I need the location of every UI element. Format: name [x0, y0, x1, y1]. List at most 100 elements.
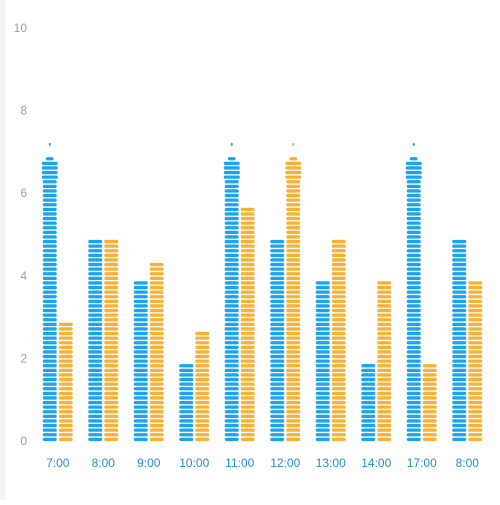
bar-segment — [468, 377, 483, 382]
bar-segment — [195, 405, 210, 409]
bar-segment — [88, 322, 103, 326]
bar-segment — [406, 230, 421, 234]
bar-segment — [58, 433, 73, 437]
bar-segment — [468, 419, 483, 423]
bar-segment — [133, 382, 148, 386]
bar-segment — [452, 262, 467, 267]
bar-segment — [88, 276, 103, 280]
bar-segment — [104, 249, 119, 253]
bar-segment — [331, 391, 346, 395]
bar — [452, 239, 467, 441]
bar-segment — [405, 175, 422, 179]
bar-segment — [422, 437, 437, 441]
bar-segment — [331, 423, 346, 428]
bar-segment — [42, 281, 57, 285]
bar-segment — [149, 428, 164, 432]
bar-segment — [270, 350, 285, 354]
bar-segment — [240, 226, 255, 230]
bar-segment — [270, 391, 285, 395]
bar-segment — [315, 437, 330, 441]
bar-segment — [149, 382, 164, 386]
bar-segment — [133, 364, 148, 368]
bar-segment — [224, 322, 239, 326]
bar-segment — [224, 336, 239, 340]
bar-segment — [422, 364, 437, 368]
bar-segment — [42, 253, 57, 257]
bar-segment — [42, 258, 57, 262]
bar-segment — [240, 410, 255, 414]
bar-segment — [286, 212, 301, 216]
bar-segment — [195, 433, 210, 437]
bar-segment — [149, 308, 164, 313]
bar-segment — [42, 267, 57, 271]
bar-segment — [452, 382, 467, 386]
bar-segment — [468, 400, 483, 405]
bar-segment — [195, 437, 210, 441]
bar-segment — [227, 157, 236, 161]
bar-segment — [104, 419, 119, 423]
bar-segment — [270, 341, 285, 345]
bar-segment — [88, 382, 103, 386]
bar-segment — [88, 437, 103, 441]
bar-segment — [377, 437, 392, 441]
bar-segment — [405, 166, 422, 170]
bar-segment — [42, 331, 57, 336]
bar-segment — [224, 212, 239, 216]
bar-segment — [179, 437, 194, 441]
bar-segment — [270, 382, 285, 386]
bar-segment — [452, 410, 467, 414]
bar-segment — [224, 354, 239, 359]
bar-segment — [195, 331, 210, 336]
bar-segment — [406, 281, 421, 285]
bar-segment — [104, 341, 119, 345]
bar-segment — [377, 354, 392, 359]
bar-segment — [42, 290, 57, 294]
bar-segment — [240, 253, 255, 257]
bar-segment — [361, 437, 376, 441]
bar-segment — [42, 235, 57, 239]
bar-segment — [133, 368, 148, 372]
bar-segment — [88, 272, 103, 276]
bar-segment — [270, 405, 285, 409]
bar-segment — [58, 327, 73, 331]
bar-segment — [42, 207, 57, 211]
bar-segment — [270, 249, 285, 253]
bar-segment — [331, 313, 346, 317]
bar-segment — [224, 249, 239, 253]
bar-segment — [224, 207, 239, 211]
bar-segment — [58, 414, 73, 418]
bar-segment — [377, 414, 392, 418]
bar-segment — [286, 437, 301, 441]
bar-segment — [88, 244, 103, 248]
bar-segment — [88, 350, 103, 354]
bar-segment — [104, 295, 119, 299]
bar-segment — [240, 322, 255, 326]
bar-segment — [149, 405, 164, 409]
bar-segment — [286, 368, 301, 372]
bar-segment — [224, 437, 239, 441]
bar-segment — [468, 285, 483, 290]
bar-segment — [224, 414, 239, 418]
bar-segment — [195, 410, 210, 414]
bar-segment — [42, 272, 57, 276]
bar-segment — [42, 193, 57, 198]
bar-segment — [58, 391, 73, 395]
bar-segment — [452, 414, 467, 418]
bar-segment — [285, 166, 302, 170]
y-tick-label: 0 — [20, 434, 27, 448]
bar-segment — [406, 433, 421, 437]
bar-segment — [406, 272, 421, 276]
bar-segment — [270, 304, 285, 308]
left-edge-strip — [0, 0, 5, 500]
bar-segment — [270, 281, 285, 285]
bar-segment — [270, 364, 285, 368]
bar-segment — [406, 414, 421, 418]
bar-segment — [286, 304, 301, 308]
bar-segment — [88, 253, 103, 257]
bar-segment — [58, 428, 73, 432]
bar-segment — [104, 364, 119, 368]
bar-segment — [315, 410, 330, 414]
bar-segment — [331, 428, 346, 432]
bar-segment — [377, 299, 392, 303]
bar-segment — [361, 433, 376, 437]
